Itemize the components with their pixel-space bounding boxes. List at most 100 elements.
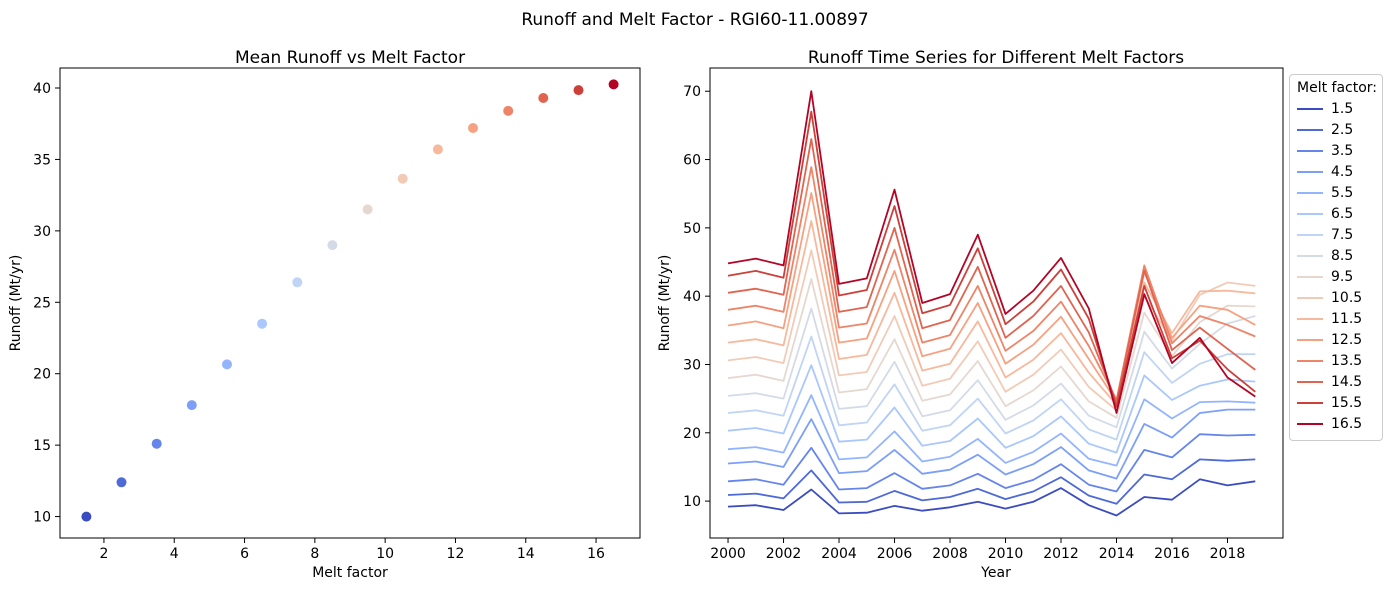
legend-line-swatch (1297, 107, 1323, 110)
scatter-point (257, 318, 268, 329)
legend-item-label: 10.5 (1331, 289, 1363, 306)
scatter-point (468, 123, 478, 133)
legend-item-11.5: 11.5 (1297, 308, 1375, 329)
y-axis-tick-label: 10 (683, 494, 701, 510)
legend-line-swatch (1297, 275, 1323, 278)
scatter-point (186, 400, 197, 411)
legend-line-swatch (1297, 149, 1323, 152)
legend-item-label: 1.5 (1331, 100, 1354, 117)
legend-line-swatch (1297, 254, 1323, 257)
legend-item-label: 13.5 (1331, 352, 1363, 369)
x-axis-tick-label: 8 (310, 546, 319, 562)
legend-item-13.5: 13.5 (1297, 350, 1375, 371)
legend-item-1.5: 1.5 (1297, 98, 1375, 119)
legend-item-3.5: 3.5 (1297, 140, 1375, 161)
y-axis-tick-label: 35 (33, 152, 51, 168)
series-line-10.5 (727, 249, 1256, 412)
legend-item-label: 4.5 (1331, 163, 1354, 180)
legend-item-label: 5.5 (1331, 184, 1354, 201)
legend-item-7.5: 7.5 (1297, 224, 1375, 245)
series-line-12.5 (727, 192, 1256, 403)
series-line-15.5 (727, 110, 1256, 408)
legend-item-12.5: 12.5 (1297, 329, 1375, 350)
series-line-1.5 (727, 478, 1256, 517)
scatter-point (503, 105, 514, 116)
x-axis-tick-label: 2018 (1210, 546, 1246, 562)
legend-line-swatch (1297, 380, 1323, 383)
legend-line-swatch (1297, 191, 1323, 194)
y-axis-tick-label: 60 (683, 153, 701, 169)
legend-line-swatch (1297, 296, 1323, 299)
legend-item-16.5: 16.5 (1297, 413, 1375, 434)
legend-item-8.5: 8.5 (1297, 245, 1375, 266)
legend-item-9.5: 9.5 (1297, 266, 1375, 287)
scatter-point (116, 477, 127, 488)
scatter-point (432, 144, 443, 155)
x-axis-tick-label: 12 (447, 546, 465, 562)
scatter-point (292, 277, 303, 288)
legend-item-2.5: 2.5 (1297, 119, 1375, 140)
series-line-9.5 (727, 278, 1256, 419)
y-axis-tick-label: 30 (33, 224, 51, 240)
legend-item-label: 14.5 (1331, 373, 1363, 390)
figure-suptitle: Runoff and Melt Factor - RGI60-11.00897 (521, 10, 869, 30)
legend-line-swatch (1297, 128, 1323, 131)
y-axis-tick-label: 20 (683, 426, 701, 442)
series-line-2.5 (727, 458, 1256, 505)
legend-item-label: 12.5 (1331, 331, 1363, 348)
legend-title: Melt factor: (1297, 80, 1378, 96)
x-axis-tick-label: 10 (376, 546, 394, 562)
y-axis-tick-label: 20 (33, 367, 51, 383)
series-line-5.5 (727, 394, 1256, 467)
legend-item-5.5: 5.5 (1297, 182, 1375, 203)
legend-line-swatch (1297, 170, 1323, 173)
legend-item-label: 6.5 (1331, 205, 1354, 222)
x-axis-tick-label: 2016 (1154, 546, 1190, 562)
legend-line-swatch (1297, 212, 1323, 215)
legend: Melt factor: 1.5 2.5 3.5 4.5 5.5 6.5 7.5 8.5 9.5… (1289, 74, 1383, 441)
scatter-chart-title: Mean Runoff vs Melt Factor (234, 48, 466, 68)
legend-line-swatch (1297, 317, 1323, 320)
legend-item-label: 9.5 (1331, 268, 1354, 285)
scatter-point (538, 93, 549, 103)
legend-item-label: 7.5 (1331, 226, 1354, 243)
x-axis-tick-label: 6 (240, 546, 249, 562)
y-axis-tick-label: 40 (33, 81, 51, 97)
series-line-16.5 (727, 90, 1256, 414)
x-axis-tick-label: 2000 (710, 546, 746, 562)
runoff-timeseries-plot-frame (709, 67, 1284, 539)
x-axis-tick-label: 2004 (821, 546, 857, 562)
scatter-point (608, 79, 619, 90)
scatter-point (397, 173, 408, 184)
x-axis-tick-label: 2 (99, 546, 108, 562)
legend-line-swatch (1297, 359, 1323, 362)
legend-items: 1.5 2.5 3.5 4.5 5.5 6.5 7.5 8.5 9.5 10.5 11.5 12.5 1… (1297, 98, 1375, 434)
x-axis-tick-label: 2002 (766, 546, 802, 562)
series-line-14.5 (727, 138, 1256, 404)
series-line-7.5 (727, 335, 1256, 441)
timeseries-xaxis-label: Year (981, 565, 1011, 581)
series-line-6.5 (727, 364, 1256, 454)
legend-item-label: 15.5 (1331, 394, 1363, 411)
legend-line-swatch (1297, 401, 1323, 404)
x-axis-tick-label: 16 (587, 546, 605, 562)
scatter-point (222, 359, 232, 370)
legend-item-label: 11.5 (1331, 310, 1363, 327)
legend-item-15.5: 15.5 (1297, 392, 1375, 413)
scatter-yaxis-label: Runoff (Mt/yr) (8, 254, 24, 352)
legend-item-label: 3.5 (1331, 142, 1354, 159)
series-line-3.5 (727, 433, 1256, 493)
x-axis-tick-label: 2014 (1099, 546, 1135, 562)
legend-item-label: 16.5 (1331, 415, 1363, 432)
legend-item-6.5: 6.5 (1297, 203, 1375, 224)
scatter-point (362, 204, 373, 215)
y-axis-tick-label: 25 (33, 295, 51, 311)
legend-line-swatch (1297, 338, 1323, 341)
y-axis-tick-label: 50 (683, 221, 701, 237)
x-axis-tick-label: 2012 (1043, 546, 1079, 562)
series-line-13.5 (727, 166, 1256, 401)
x-axis-tick-label: 2010 (988, 546, 1024, 562)
legend-item-4.5: 4.5 (1297, 161, 1375, 182)
